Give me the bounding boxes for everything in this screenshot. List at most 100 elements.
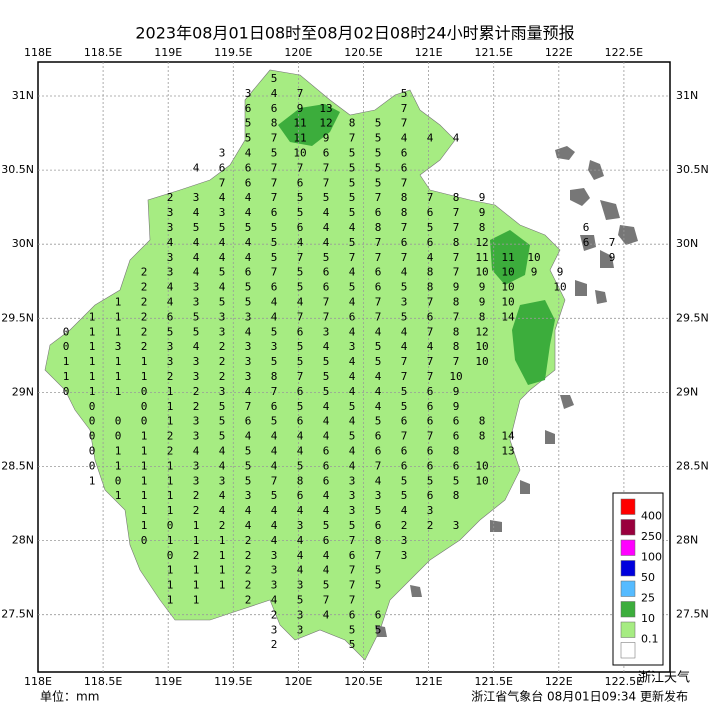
rain-value: 1	[141, 459, 148, 472]
rain-value: 4	[349, 370, 356, 383]
rain-value: 7	[427, 325, 434, 338]
rain-value: 4	[219, 251, 226, 264]
rain-value: 4	[219, 489, 226, 502]
rain-value: 3	[401, 296, 408, 309]
rain-value: 5	[271, 236, 278, 249]
rain-value: 12	[475, 236, 488, 249]
rain-value: 3	[271, 549, 278, 562]
legend: 400 250 100 50 25 10 0.1	[612, 492, 664, 666]
rain-value: 2	[219, 340, 226, 353]
rain-value: 5	[193, 325, 200, 338]
rain-value: 8	[401, 191, 408, 204]
rain-value: 13	[501, 445, 514, 458]
rain-value: 6	[427, 385, 434, 398]
rain-value: 4	[271, 534, 278, 547]
rain-value: 1	[167, 534, 174, 547]
rain-value: 1	[89, 370, 96, 383]
rain-value: 3	[297, 579, 304, 592]
rain-value: 0	[115, 430, 122, 443]
rain-value: 4	[193, 161, 200, 174]
lon-label-bottom: 122E	[545, 675, 573, 688]
rain-value: 7	[271, 385, 278, 398]
rain-value: 4	[349, 325, 356, 338]
rain-value: 1	[167, 564, 174, 577]
rain-value: 9	[479, 206, 486, 219]
rain-value: 8	[375, 221, 382, 234]
lat-label-left: 30.5N	[1, 163, 34, 176]
rain-value: 8	[271, 370, 278, 383]
lon-label-top: 121E	[415, 46, 443, 59]
rain-value: 10	[475, 355, 488, 368]
rain-value: 3	[167, 251, 174, 264]
rain-value: 4	[193, 251, 200, 264]
rain-value: 3	[193, 474, 200, 487]
rain-value: 4	[219, 504, 226, 517]
rain-value: 8	[453, 236, 460, 249]
rain-value: 2	[219, 355, 226, 368]
rain-value: 2	[219, 370, 226, 383]
rain-value: 6	[453, 430, 460, 443]
land	[44, 69, 566, 661]
rain-value: 10	[475, 266, 488, 279]
rain-value: 3	[427, 504, 434, 517]
rain-value: 6	[245, 102, 252, 115]
rain-value: 4	[245, 385, 252, 398]
rain-value: 6	[427, 445, 434, 458]
rain-value: 6	[427, 489, 434, 502]
rain-value: 4	[323, 206, 330, 219]
rain-value: 8	[453, 191, 460, 204]
rain-value: 4	[349, 445, 356, 458]
rain-value: 9	[479, 191, 486, 204]
rain-value: 0	[89, 459, 96, 472]
rain-value: 7	[349, 251, 356, 264]
rain-value: 4	[193, 236, 200, 249]
rain-value: 4	[297, 236, 304, 249]
rain-value: 6	[297, 221, 304, 234]
rain-value: 5	[375, 340, 382, 353]
lon-label-top: 119E	[154, 46, 182, 59]
rain-value: 14	[501, 310, 515, 323]
rain-value: 5	[271, 147, 278, 160]
lon-label-bottom: 118.5E	[84, 675, 122, 688]
rain-value: 4	[245, 504, 252, 517]
rain-value: 1	[167, 579, 174, 592]
rain-value: 2	[167, 370, 174, 383]
rain-value: 4	[245, 430, 252, 443]
rain-value: 8	[479, 221, 486, 234]
rain-value: 2	[167, 191, 174, 204]
lon-label-bottom: 121.5E	[474, 675, 512, 688]
rain-value: 6	[297, 415, 304, 428]
rain-value: 11	[501, 251, 514, 264]
rain-value: 4	[453, 132, 460, 145]
rain-value: 5	[349, 191, 356, 204]
rain-value: 5	[193, 221, 200, 234]
rain-value: 4	[349, 459, 356, 472]
footer: 浙江省气象台 08月01日09:34 更新发布	[471, 689, 688, 704]
rain-value: 4	[297, 430, 304, 443]
rain-value: 6	[401, 445, 408, 458]
lat-label-right: 27.5N	[676, 608, 709, 621]
rain-value: 3	[453, 519, 460, 532]
rain-value: 2	[245, 564, 252, 577]
rain-value: 4	[349, 221, 356, 234]
rain-value: 7	[401, 117, 408, 130]
rain-value: 1	[167, 459, 174, 472]
rain-value: 3	[219, 474, 226, 487]
rain-value: 5	[349, 206, 356, 219]
rain-value: 0	[167, 519, 174, 532]
rain-value: 6	[375, 266, 382, 279]
rain-value: 5	[297, 594, 304, 607]
rain-value: 11	[475, 251, 488, 264]
rain-value: 8	[271, 117, 278, 130]
rain-value: 0	[89, 415, 96, 428]
rain-value: 0	[63, 325, 70, 338]
legend-label: 10	[641, 612, 655, 625]
rain-value: 7	[375, 459, 382, 472]
rain-value: 5	[375, 579, 382, 592]
rain-value: 5	[245, 459, 252, 472]
rain-value: 5	[219, 266, 226, 279]
legend-label: 250	[641, 530, 662, 543]
rain-value: 4	[323, 430, 330, 443]
rain-value: 5	[297, 206, 304, 219]
rain-value: 3	[271, 340, 278, 353]
